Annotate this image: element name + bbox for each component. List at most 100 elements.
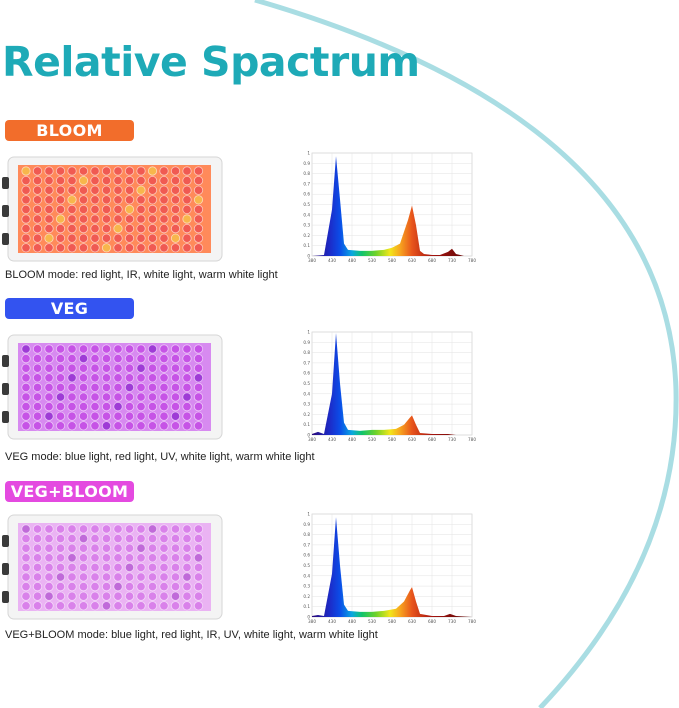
veg-bloom-led (193, 543, 204, 553)
bloom-led (67, 243, 77, 253)
bloom-ytick-label: 0.9 (303, 161, 310, 166)
veg-led (21, 402, 31, 412)
bloom-led (193, 233, 204, 243)
veg-bloom-led (147, 591, 158, 601)
bloom-led (193, 214, 204, 224)
veg-bloom-led (136, 562, 146, 573)
bloom-led (124, 204, 135, 215)
veg-bloom-led (21, 534, 31, 544)
bloom-led (21, 214, 31, 224)
veg-led (90, 354, 100, 364)
bloom-led (21, 224, 31, 234)
bloom-led (44, 243, 54, 253)
bloom-led (21, 243, 31, 253)
bloom-led (159, 214, 169, 224)
veg-bloom-led (182, 553, 192, 563)
veg-ytick-label: 0.1 (303, 422, 310, 427)
veg-led (159, 421, 169, 431)
veg-bloom-led (147, 572, 158, 582)
veg-bloom-xtick-label: 730 (448, 619, 456, 624)
bloom-xtick-label: 680 (428, 258, 436, 263)
bloom-led (90, 243, 100, 253)
bloom-xtick-label: 580 (388, 258, 396, 263)
bloom-led (136, 214, 146, 224)
veg-badge: VEG (5, 298, 134, 319)
veg-led (67, 382, 77, 393)
veg-xtick-label: 380 (308, 437, 316, 442)
veg-bloom-led (193, 601, 204, 611)
veg-led (147, 382, 158, 393)
veg-bloom-led (67, 524, 77, 534)
bloom-led (170, 176, 181, 186)
bloom-led (193, 204, 204, 215)
veg-led (44, 411, 54, 421)
veg-bloom-led (170, 534, 181, 544)
veg-bloom-led (101, 534, 112, 544)
bloom-led (136, 195, 146, 205)
bloom-led (32, 204, 43, 215)
veg-led (147, 373, 158, 383)
veg-bloom-led (90, 601, 100, 611)
bloom-led (21, 166, 31, 176)
veg-led (44, 373, 54, 383)
veg-led (182, 344, 192, 354)
veg-led (136, 392, 146, 402)
bloom-led (44, 195, 54, 205)
veg-xtick-label: 780 (468, 437, 476, 442)
veg-bloom-led (67, 601, 77, 611)
veg-led (170, 421, 181, 431)
veg-bloom-led (124, 553, 135, 563)
bloom-led (55, 224, 66, 234)
bloom-led (124, 214, 135, 224)
veg-bloom-led (124, 534, 135, 544)
veg-bloom-led (113, 562, 123, 573)
veg-bloom-led (193, 534, 204, 544)
veg-bloom-led (124, 524, 135, 534)
veg-bloom-led (55, 543, 66, 553)
veg-bloom-spectrum-area (312, 517, 472, 617)
bloom-led (90, 195, 100, 205)
veg-bloom-led (170, 543, 181, 553)
bloom-ytick-label: 1 (307, 151, 310, 156)
veg-bloom-led (21, 524, 31, 534)
veg-led (67, 344, 77, 354)
bloom-led (124, 233, 135, 243)
veg-bloom-led (182, 524, 192, 534)
bloom-led (21, 233, 31, 243)
veg-xtick-label: 430 (328, 437, 336, 442)
bloom-led (78, 214, 89, 224)
veg-bloom-xtick-label: 630 (408, 619, 416, 624)
veg-led (101, 354, 112, 364)
veg-led (55, 344, 66, 354)
veg-bloom-spectrum-chart: 0 0.1 0.2 0.3 0.4 0.5 0.6 0.7 0.8 0.9 1 380 430 480 53… (303, 512, 476, 625)
bloom-led (193, 185, 204, 195)
veg-led (32, 344, 43, 354)
bloom-led (136, 233, 146, 243)
bloom-xtick-label: 380 (308, 258, 316, 263)
veg-led (159, 402, 169, 412)
veg-led (113, 373, 123, 383)
veg-bloom-ytick-label: 0.7 (303, 542, 310, 547)
veg-led (124, 411, 135, 421)
veg-bloom-led (101, 543, 112, 553)
bloom-led (21, 204, 31, 215)
veg-led (67, 373, 77, 383)
veg-led (44, 421, 54, 431)
veg-bloom-led (67, 534, 77, 544)
veg-bloom-led (113, 591, 123, 601)
veg-bloom-xtick-label: 430 (328, 619, 336, 624)
bloom-led (136, 185, 146, 195)
bloom-led (101, 166, 112, 176)
veg-bloom-led (193, 582, 204, 592)
veg-led (44, 382, 54, 393)
veg-ytick-label: 0.5 (303, 381, 310, 386)
veg-led (159, 354, 169, 364)
veg-bloom-led (90, 582, 100, 592)
veg-bloom-led (21, 582, 31, 592)
veg-led (67, 411, 77, 421)
veg-bloom-led (21, 572, 31, 582)
bloom-led (182, 204, 192, 215)
bloom-led (193, 166, 204, 176)
veg-led (78, 402, 89, 412)
veg-led (113, 382, 123, 393)
